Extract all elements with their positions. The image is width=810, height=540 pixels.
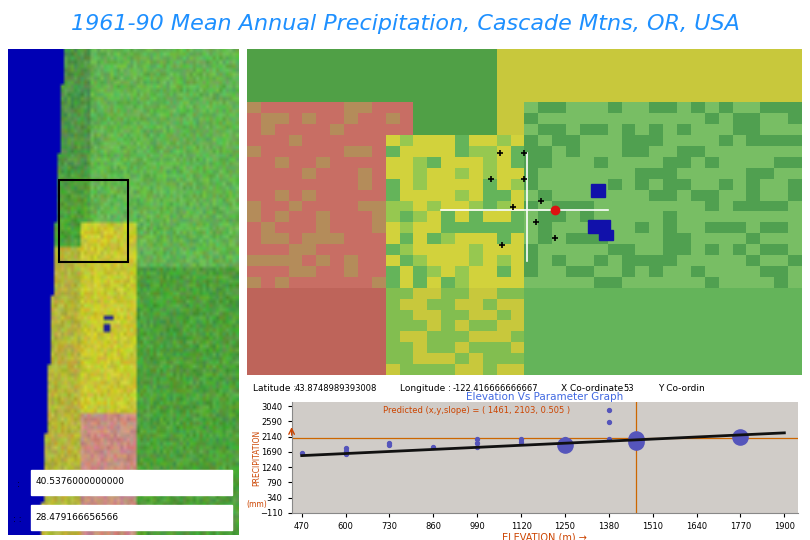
Text: :: : — [17, 480, 20, 489]
Point — [603, 417, 616, 426]
Point — [295, 449, 308, 457]
Point — [339, 450, 352, 458]
Bar — [591, 184, 605, 197]
Point — [471, 438, 484, 447]
Point — [427, 443, 440, 452]
Point — [603, 435, 616, 444]
Title: Elevation Vs Parameter Graph: Elevation Vs Parameter Graph — [466, 392, 624, 402]
Point — [383, 441, 396, 450]
Point — [514, 435, 527, 444]
Text: 43.8748989393008: 43.8748989393008 — [294, 384, 377, 393]
Point — [558, 434, 571, 443]
Text: : :: : : — [13, 515, 21, 524]
Text: 53: 53 — [623, 384, 634, 393]
Point — [339, 446, 352, 455]
Point — [471, 443, 484, 452]
Point — [629, 434, 642, 443]
Point — [629, 438, 642, 447]
Point — [558, 438, 571, 447]
Point — [734, 433, 747, 441]
Bar — [292, 377, 394, 400]
Point — [514, 438, 527, 447]
X-axis label: ELEVATION (m) →: ELEVATION (m) → — [502, 532, 587, 540]
Point — [383, 438, 396, 447]
Text: -122.416666666667: -122.416666666667 — [452, 384, 538, 393]
Bar — [31, 505, 232, 530]
Bar — [621, 377, 652, 400]
Text: Latitude :: Latitude : — [253, 384, 296, 393]
Point — [603, 406, 616, 414]
Bar — [31, 470, 232, 495]
Text: 28.479166656566: 28.479166656566 — [36, 512, 119, 522]
Text: Y Co-ordin: Y Co-ordin — [658, 384, 705, 393]
Point — [558, 441, 571, 449]
Text: X Co-ordinate :: X Co-ordinate : — [561, 384, 629, 393]
Point — [339, 444, 352, 453]
Bar — [599, 230, 613, 240]
Text: 40.5376000000000: 40.5376000000000 — [36, 477, 125, 487]
Text: (mm): (mm) — [246, 501, 267, 509]
Bar — [59, 180, 128, 262]
Bar — [588, 220, 611, 233]
Text: Predicted (x,y,slope) = ( 1461, 2103, 0.505 ): Predicted (x,y,slope) = ( 1461, 2103, 0.… — [382, 406, 570, 415]
Point — [471, 435, 484, 444]
Text: Longitude :: Longitude : — [399, 384, 450, 393]
Bar — [450, 377, 555, 400]
Text: PRECIPITATION: PRECIPITATION — [252, 429, 262, 486]
Text: 1961-90 Mean Annual Precipitation, Cascade Mtns, OR, USA: 1961-90 Mean Annual Precipitation, Casca… — [70, 14, 740, 33]
